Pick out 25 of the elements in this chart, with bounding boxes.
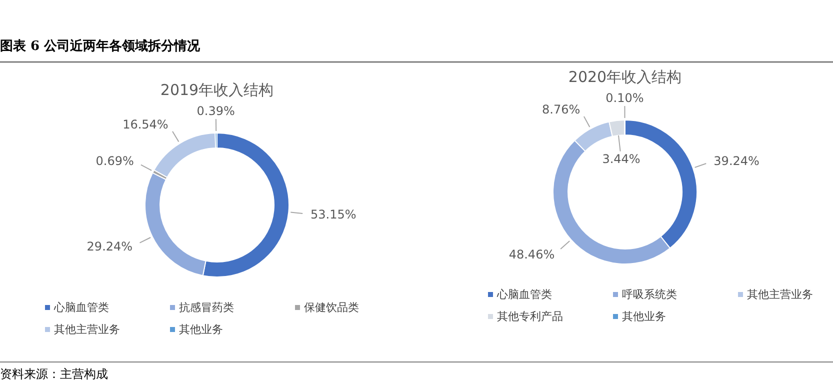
legend-label: 呼吸系统类 bbox=[622, 288, 677, 301]
data-label: 0.39% bbox=[196, 104, 235, 118]
donut-slice bbox=[154, 132, 216, 178]
legend-label: 其他业务 bbox=[179, 323, 223, 336]
data-label: 29.24% bbox=[86, 239, 133, 254]
chart-title: 2019年收入结构 bbox=[160, 81, 274, 99]
data-label: 16.54% bbox=[122, 118, 168, 132]
data-label: 0.10% bbox=[606, 91, 644, 105]
legend-label: 其他主营业务 bbox=[54, 323, 120, 336]
legend-label: 其他主营业务 bbox=[747, 288, 813, 301]
legend-label: 心脑血管类 bbox=[53, 301, 109, 314]
data-label: 48.46% bbox=[508, 247, 555, 262]
data-label: 8.76% bbox=[542, 102, 580, 116]
data-label: 53.15% bbox=[310, 207, 356, 222]
legend-label: 保健饮品类 bbox=[304, 301, 359, 314]
legend-label: 其他业务 bbox=[622, 310, 666, 323]
legend-label: 抗感冒药类 bbox=[179, 301, 234, 314]
chart-title: 2020年收入结构 bbox=[568, 68, 682, 86]
legend-label: 其他专利产品 bbox=[497, 310, 563, 323]
data-label: 0.69% bbox=[96, 154, 134, 168]
data-label: 3.44% bbox=[602, 152, 640, 166]
text: 资料来源：主营构成 bbox=[0, 367, 108, 381]
text: 图表 6 公司近两年各领域拆分情况 bbox=[0, 38, 202, 54]
data-label: 39.24% bbox=[714, 154, 760, 168]
legend-label: 心脑血管类 bbox=[496, 288, 552, 301]
